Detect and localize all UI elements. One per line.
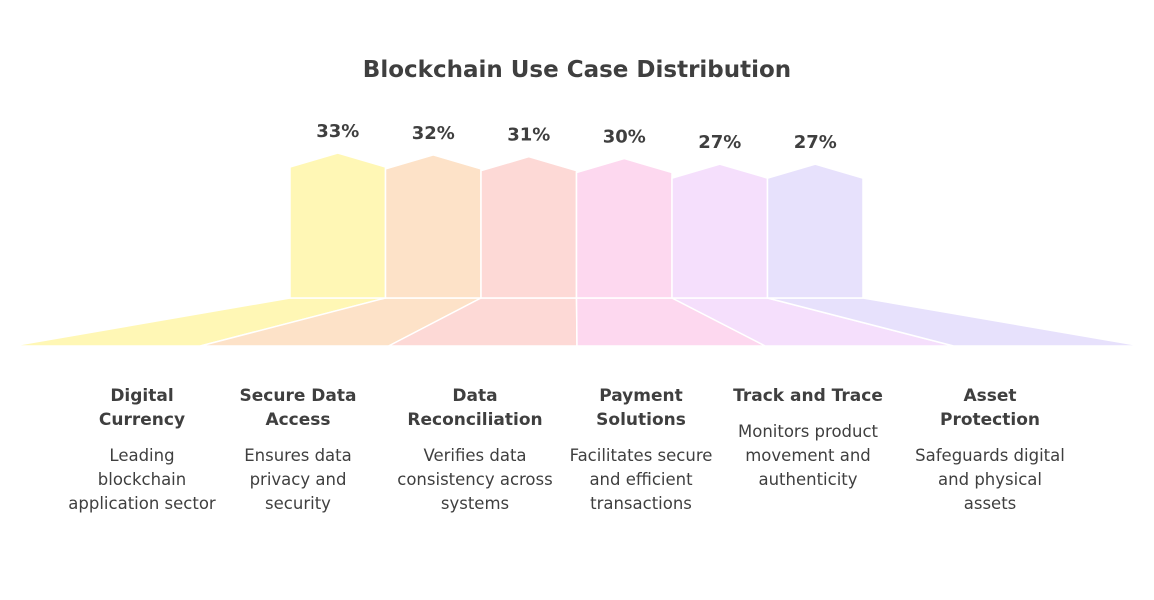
category-description: Ensures data privacy and security bbox=[244, 446, 352, 513]
bar-asset-protection bbox=[766, 163, 864, 299]
bar-secure-data-access bbox=[384, 154, 482, 299]
category-description: Leading blockchain application sector bbox=[68, 446, 216, 513]
bar-track-and-trace bbox=[671, 163, 769, 299]
category-label: Asset Protection bbox=[940, 386, 1040, 430]
category-column-asset-protection: Asset Protection Safeguards digital and p… bbox=[915, 384, 1065, 516]
category-label: Digital Currency bbox=[98, 386, 186, 430]
category-column-track-and-trace: Track and Trace Monitors product movement… bbox=[733, 384, 883, 492]
value-label-payment-solutions: 30% bbox=[603, 127, 646, 148]
category-label: Payment Solutions bbox=[596, 386, 686, 430]
bar-data-reconciliation bbox=[480, 155, 578, 299]
fan-layer bbox=[11, 297, 1143, 347]
category-column-data-reconciliation: Data Reconciliation Verifies data consist… bbox=[385, 384, 565, 516]
category-column-payment-solutions: Payment Solutions Facilitates secure and … bbox=[566, 384, 716, 516]
category-description: Verifies data consistency across systems bbox=[397, 446, 553, 513]
chart-title: Blockchain Use Case Distribution bbox=[363, 57, 791, 83]
category-label: Secure Data Access bbox=[239, 386, 357, 430]
value-label-data-reconciliation: 31% bbox=[507, 125, 550, 146]
value-label-asset-protection: 27% bbox=[794, 132, 837, 153]
value-label-track-and-trace: 27% bbox=[698, 132, 741, 153]
category-description: Facilitates secure and efficient transac… bbox=[569, 446, 713, 513]
category-label: Data Reconciliation bbox=[407, 386, 543, 430]
category-description: Monitors product movement and authentici… bbox=[737, 422, 879, 489]
category-label: Track and Trace bbox=[733, 386, 883, 406]
category-column-digital-currency: Digital Currency Leading blockchain appli… bbox=[67, 384, 217, 516]
value-label-digital-currency: 33% bbox=[316, 121, 359, 142]
category-description: Safeguards digital and physical assets bbox=[915, 446, 1065, 513]
bar-layer bbox=[289, 152, 864, 299]
bar-digital-currency bbox=[289, 152, 387, 299]
bar-payment-solutions bbox=[575, 157, 673, 299]
value-label-layer: 33% 32% 31% 30% 27% 27% bbox=[316, 121, 837, 153]
category-labels: Digital Currency Leading blockchain appli… bbox=[0, 384, 1154, 584]
value-label-secure-data-access: 32% bbox=[412, 123, 455, 144]
category-column-secure-data-access: Secure Data Access Ensures data privacy a… bbox=[223, 384, 373, 516]
